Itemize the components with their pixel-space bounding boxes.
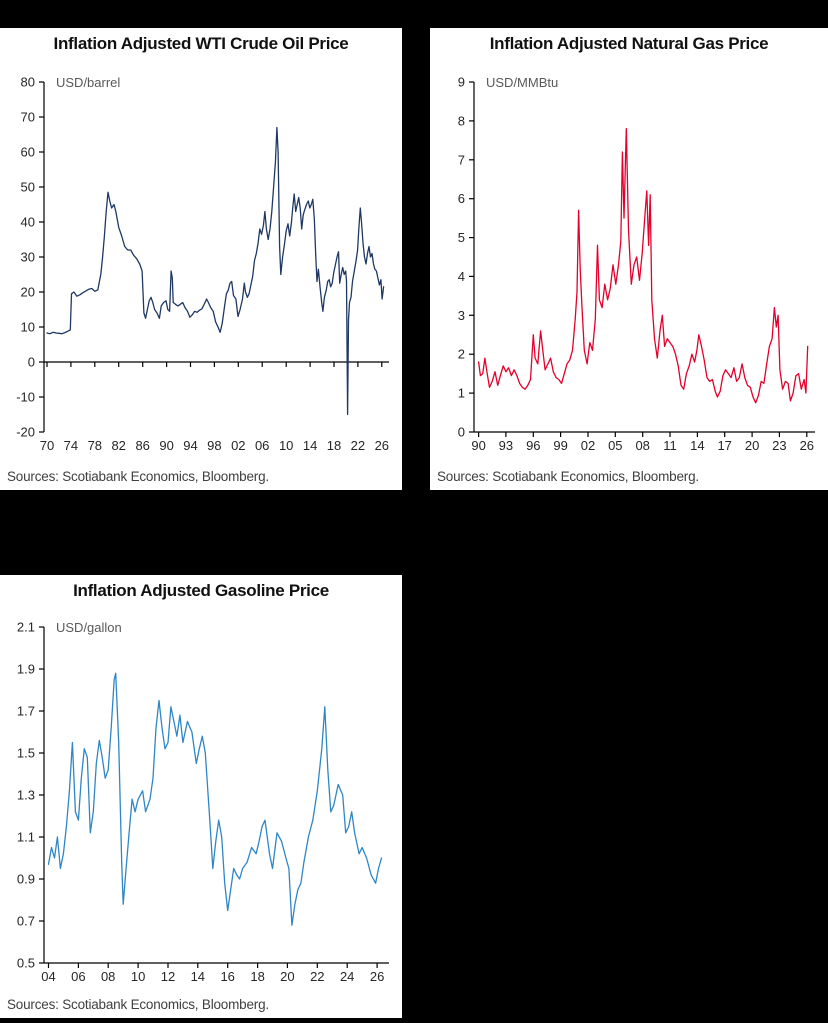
svg-text:18: 18: [327, 438, 341, 453]
svg-text:USD/gallon: USD/gallon: [56, 620, 122, 635]
svg-text:02: 02: [581, 438, 595, 453]
chart-panel-natural-gas: Inflation Adjusted Natural Gas Price 9 8 7…: [430, 28, 828, 490]
svg-text:20: 20: [280, 969, 294, 984]
sources-note-wti: Sources: Scotiabank Economics, Bloomberg…: [7, 469, 269, 484]
svg-text:04: 04: [41, 969, 55, 984]
svg-text:90: 90: [159, 438, 173, 453]
svg-text:99: 99: [553, 438, 567, 453]
svg-text:0.7: 0.7: [17, 914, 35, 929]
svg-text:1.5: 1.5: [17, 746, 35, 761]
svg-text:10: 10: [279, 438, 293, 453]
svg-text:1: 1: [458, 386, 465, 401]
svg-text:02: 02: [231, 438, 245, 453]
svg-text:86: 86: [135, 438, 149, 453]
svg-text:30: 30: [21, 250, 35, 265]
svg-text:-10: -10: [16, 390, 35, 405]
svg-text:23: 23: [772, 438, 786, 453]
svg-text:14: 14: [191, 969, 205, 984]
svg-text:4: 4: [458, 269, 465, 284]
chart-panel-wti-crude-oil: Inflation Adjusted WTI Crude Oil Price 8…: [0, 28, 402, 490]
svg-text:90: 90: [471, 438, 485, 453]
svg-text:80: 80: [21, 75, 35, 90]
svg-text:18: 18: [250, 969, 264, 984]
svg-text:0.5: 0.5: [17, 956, 35, 971]
svg-text:20: 20: [745, 438, 759, 453]
svg-text:-20: -20: [16, 425, 35, 440]
svg-text:94: 94: [183, 438, 197, 453]
svg-text:10: 10: [21, 320, 35, 335]
svg-text:08: 08: [101, 969, 115, 984]
chart-title-natural-gas: Inflation Adjusted Natural Gas Price: [489, 34, 769, 53]
svg-text:26: 26: [375, 438, 389, 453]
svg-text:22: 22: [310, 969, 324, 984]
svg-text:16: 16: [220, 969, 234, 984]
svg-text:74: 74: [64, 438, 78, 453]
svg-text:7: 7: [458, 152, 465, 167]
svg-text:1.1: 1.1: [17, 830, 35, 845]
svg-text:14: 14: [690, 438, 704, 453]
svg-text:2: 2: [458, 347, 465, 362]
svg-text:17: 17: [717, 438, 731, 453]
svg-text:70: 70: [21, 110, 35, 125]
svg-text:12: 12: [161, 969, 175, 984]
svg-text:60: 60: [21, 145, 35, 160]
svg-text:2.1: 2.1: [17, 620, 35, 635]
svg-text:8: 8: [458, 113, 465, 128]
svg-text:24: 24: [340, 969, 354, 984]
svg-text:USD/MMBtu: USD/MMBtu: [486, 75, 558, 90]
svg-text:3: 3: [458, 308, 465, 323]
svg-text:98: 98: [207, 438, 221, 453]
wti-crude-oil-line-chart: 80 70 60 50 40 30 20 10 0 -10 -20 70 74 78 82 86 90 94 98 0…: [16, 75, 389, 454]
svg-text:96: 96: [526, 438, 540, 453]
svg-text:10: 10: [131, 969, 145, 984]
svg-text:40: 40: [21, 215, 35, 230]
svg-text:1.3: 1.3: [17, 788, 35, 803]
svg-text:11: 11: [663, 438, 677, 453]
svg-text:08: 08: [635, 438, 649, 453]
svg-text:14: 14: [303, 438, 317, 453]
sources-note-gasoline: Sources: Scotiabank Economics, Bloomberg…: [7, 997, 269, 1012]
svg-text:82: 82: [111, 438, 125, 453]
svg-text:1.9: 1.9: [17, 662, 35, 677]
svg-text:05: 05: [608, 438, 622, 453]
sources-note-natural-gas: Sources: Scotiabank Economics, Bloomberg…: [437, 469, 699, 484]
chart-panel-gasoline: Inflation Adjusted Gasoline Price 2.1 1.9…: [0, 575, 402, 1018]
chart-title-wti: Inflation Adjusted WTI Crude Oil Price: [53, 34, 349, 53]
svg-text:06: 06: [255, 438, 269, 453]
svg-text:22: 22: [351, 438, 365, 453]
svg-text:93: 93: [499, 438, 513, 453]
svg-text:26: 26: [370, 969, 384, 984]
svg-text:50: 50: [21, 180, 35, 195]
svg-text:5: 5: [458, 230, 465, 245]
svg-text:20: 20: [21, 285, 35, 300]
natural-gas-line-chart: 9 8 7 6 5 4 3 2 1 0 90 93 96 99 02 05 08 11 14 17 20 23 26 USD/…: [458, 75, 815, 453]
svg-text:0.9: 0.9: [17, 872, 35, 887]
svg-text:USD/barrel: USD/barrel: [56, 75, 120, 90]
svg-text:9: 9: [458, 75, 465, 90]
svg-text:06: 06: [71, 969, 85, 984]
svg-text:6: 6: [458, 191, 465, 206]
svg-text:0: 0: [28, 355, 35, 370]
svg-text:1.7: 1.7: [17, 704, 35, 719]
svg-text:70: 70: [40, 438, 54, 453]
chart-title-gasoline: Inflation Adjusted Gasoline Price: [73, 581, 329, 600]
svg-text:0: 0: [458, 425, 465, 440]
svg-text:78: 78: [88, 438, 102, 453]
svg-text:26: 26: [800, 438, 814, 453]
gasoline-line-chart: 2.1 1.9 1.7 1.5 1.3 1.1 0.9 0.7 0.5 04 06 08 10 12 14 1…: [17, 620, 389, 984]
